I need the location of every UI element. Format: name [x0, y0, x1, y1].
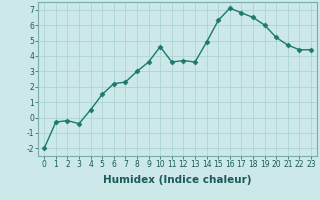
X-axis label: Humidex (Indice chaleur): Humidex (Indice chaleur) [103, 175, 252, 185]
